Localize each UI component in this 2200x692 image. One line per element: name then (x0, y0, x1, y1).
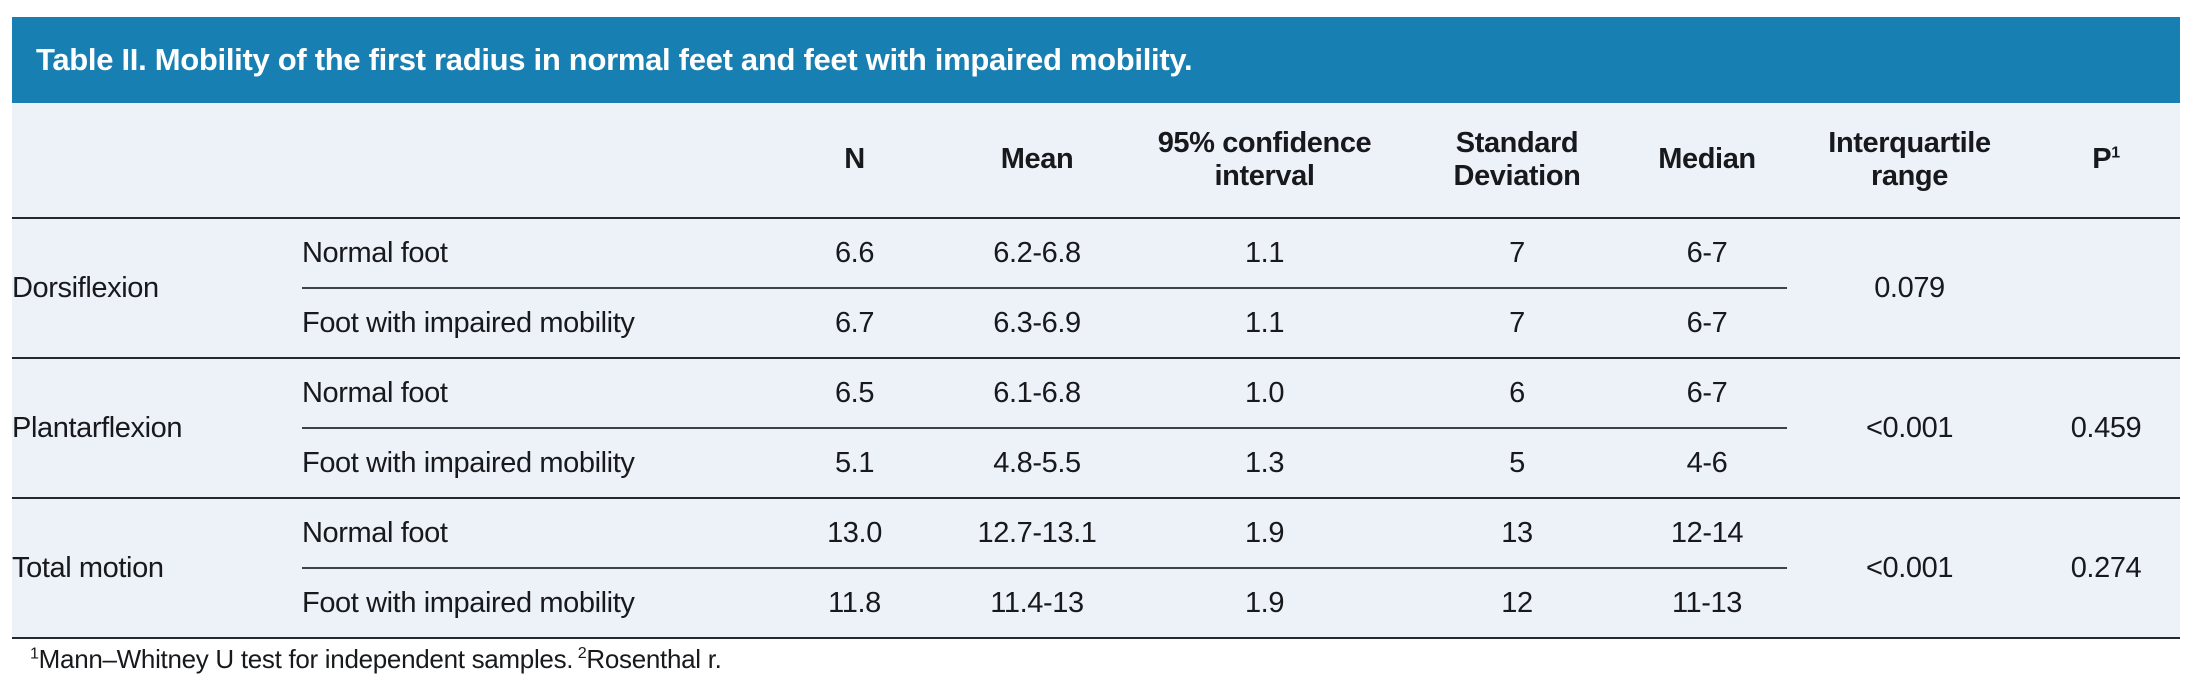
cell-plantarflexion-normal-median: 6-7 (1627, 358, 1787, 429)
cell-total-normal-n: 13.0 (757, 498, 952, 569)
col-header-sd: Standard Deviation (1407, 103, 1627, 219)
cell-plantarflexion-impaired-ci: 1.3 (1122, 428, 1407, 499)
cell-plantarflexion-iqr: <0.001 (1787, 358, 2032, 499)
cell-dorsiflexion-impaired-n: 6.7 (757, 288, 952, 359)
col-header-mean: Mean (952, 103, 1122, 219)
cell-dorsiflexion-normal-ci: 1.1 (1122, 218, 1407, 289)
group-label-dorsiflexion: Dorsiflexion (12, 218, 302, 359)
table-title: Table II. Mobility of the first radius i… (36, 42, 1193, 77)
cell-plantarflexion-p: 0.459 (2032, 358, 2180, 499)
cell-plantarflexion-normal-sd: 6 (1407, 358, 1627, 429)
cell-total-normal-mean: 12.7-13.1 (952, 498, 1122, 569)
table-row: Foot with impaired mobility 11.8 11.4-13… (12, 568, 2180, 639)
footnote-superscript-1: 1 (30, 644, 39, 663)
footnote-text-1: Mann–Whitney U test for independent samp… (38, 644, 574, 674)
mobility-table: N Mean 95% confidence interval Standard … (12, 103, 2180, 639)
col-header-iqr: Interquartile range (1787, 103, 2032, 219)
table-row: Total motion Normal foot 13.0 12.7-13.1 … (12, 498, 2180, 639)
cell-dorsiflexion-normal-label: Normal foot (302, 218, 757, 289)
cell-plantarflexion-normal-n: 6.5 (757, 358, 952, 429)
table-row: Foot with impaired mobility 5.1 4.8-5.5 … (12, 428, 2180, 499)
cell-dorsiflexion-normal-n: 6.6 (757, 218, 952, 289)
cell-plantarflexion-impaired-mean: 4.8-5.5 (952, 428, 1122, 499)
col-header-sub-blank (302, 103, 757, 219)
cell-dorsiflexion-iqr: 0.079 (1787, 218, 2032, 359)
cell-dorsiflexion-normal-median: 6-7 (1627, 218, 1787, 289)
footnote-text-2: Rosenthal r. (586, 644, 722, 674)
cell-plantarflexion-normal-mean: 6.1-6.8 (952, 358, 1122, 429)
footnote-superscript-2: 2 (577, 644, 587, 663)
cell-total-impaired-ci: 1.9 (1122, 568, 1407, 639)
cell-plantarflexion-impaired-n: 5.1 (757, 428, 952, 499)
cell-total-impaired-mean: 11.4-13 (952, 568, 1122, 639)
cell-dorsiflexion-impaired-label: Foot with impaired mobility (302, 288, 757, 359)
col-header-ci: 95% confidence interval (1122, 103, 1407, 219)
cell-total-normal-median: 12-14 (1627, 498, 1787, 569)
cell-total-normal-ci: 1.9 (1122, 498, 1407, 569)
table-row: Dorsiflexion Normal foot 6.6 6.2-6.8 1.1… (12, 218, 2180, 359)
group-label-plantarflexion: Plantarflexion (12, 358, 302, 499)
table-title-bar: Table II. Mobility of the first radius i… (12, 17, 2180, 103)
cell-dorsiflexion-normal-sd: 7 (1407, 218, 1627, 289)
footnote: 1Mann–Whitney U test for independent sam… (30, 644, 722, 675)
cell-plantarflexion-normal-ci: 1.0 (1122, 358, 1407, 429)
col-header-p: P1 (2032, 103, 2180, 219)
cell-dorsiflexion-normal-mean: 6.2-6.8 (952, 218, 1122, 289)
cell-dorsiflexion-impaired-mean: 6.3-6.9 (952, 288, 1122, 359)
cell-plantarflexion-impaired-median: 4-6 (1627, 428, 1787, 499)
header-row: N Mean 95% confidence interval Standard … (12, 103, 2180, 219)
col-header-group-blank (12, 103, 302, 219)
group-label-total-motion: Total motion (12, 498, 302, 639)
col-header-p-superscript: 1 (2111, 144, 2120, 162)
cell-total-normal-sd: 13 (1407, 498, 1627, 569)
cell-total-impaired-sd: 12 (1407, 568, 1627, 639)
table-row: Foot with impaired mobility 6.7 6.3-6.9 … (12, 288, 2180, 359)
cell-plantarflexion-impaired-sd: 5 (1407, 428, 1627, 499)
cell-dorsiflexion-impaired-median: 6-7 (1627, 288, 1787, 359)
cell-plantarflexion-normal-label: Normal foot (302, 358, 757, 429)
cell-total-impaired-label: Foot with impaired mobility (302, 568, 757, 639)
cell-total-iqr: <0.001 (1787, 498, 2032, 639)
cell-total-normal-label: Normal foot (302, 498, 757, 569)
col-header-median: Median (1627, 103, 1787, 219)
cell-total-impaired-median: 11-13 (1627, 568, 1787, 639)
cell-plantarflexion-impaired-label: Foot with impaired mobility (302, 428, 757, 499)
col-header-p-label: P (2092, 143, 2112, 176)
col-header-n: N (757, 103, 952, 219)
cell-dorsiflexion-impaired-ci: 1.1 (1122, 288, 1407, 359)
cell-dorsiflexion-impaired-sd: 7 (1407, 288, 1627, 359)
cell-dorsiflexion-p (2032, 218, 2180, 359)
table-row: Plantarflexion Normal foot 6.5 6.1-6.8 1… (12, 358, 2180, 499)
cell-total-p: 0.274 (2032, 498, 2180, 639)
cell-total-impaired-n: 11.8 (757, 568, 952, 639)
